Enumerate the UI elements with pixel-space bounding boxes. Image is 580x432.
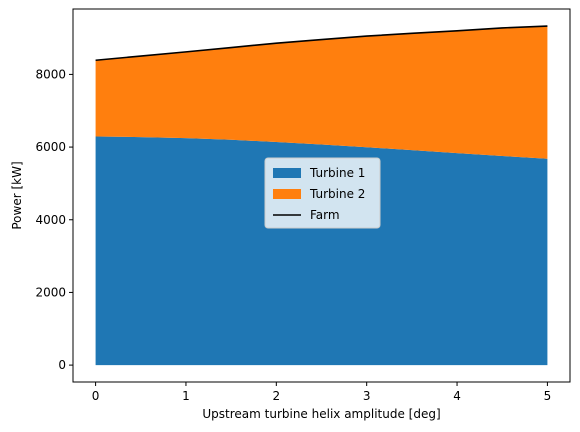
x-tick-label: 5 <box>544 389 552 403</box>
farm-line-layer <box>95 25 548 62</box>
y-tick-label: 4000 <box>35 213 66 227</box>
y-tick-label: 2000 <box>35 285 66 299</box>
stacked-areas <box>95 26 548 366</box>
x-tick-label: 4 <box>453 389 461 403</box>
legend-label-turbine-2: Turbine 2 <box>309 187 365 201</box>
x-tick-label: 3 <box>363 389 371 403</box>
y-axis-label: Power [kW] <box>10 161 24 229</box>
x-axis: 0 1 2 3 4 5 <box>92 382 551 403</box>
x-axis-label: Upstream turbine helix amplitude [deg] <box>202 407 440 421</box>
area-turbine-2 <box>95 26 548 159</box>
area-turbine-1 <box>95 136 548 366</box>
x-tick-label: 0 <box>92 389 100 403</box>
legend-swatch-turbine-1 <box>273 168 301 178</box>
plot-frame <box>72 8 571 383</box>
legend-swatch-turbine-2 <box>273 189 301 199</box>
y-tick-label: 8000 <box>35 67 66 81</box>
y-tick-label: 0 <box>58 358 66 372</box>
legend-label-farm: Farm <box>310 208 340 222</box>
y-tick-label: 6000 <box>35 140 66 154</box>
legend-label-turbine-1: Turbine 1 <box>309 166 365 180</box>
x-tick-label: 2 <box>272 389 280 403</box>
legend: Turbine 1 Turbine 2 Farm <box>264 157 381 229</box>
y-axis: 0 2000 4000 6000 8000 <box>35 67 73 372</box>
x-tick-label: 1 <box>182 389 190 403</box>
line-farm <box>95 25 548 62</box>
